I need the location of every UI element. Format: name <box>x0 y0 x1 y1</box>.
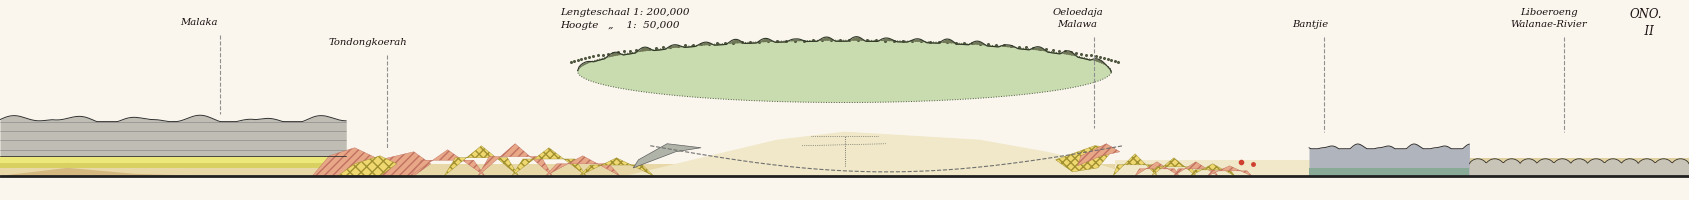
Polygon shape <box>1056 146 1115 172</box>
Polygon shape <box>1135 162 1179 176</box>
Polygon shape <box>0 24 1689 176</box>
Polygon shape <box>1152 158 1196 176</box>
Text: Oeloedaja
Malawa: Oeloedaja Malawa <box>1052 8 1103 29</box>
Polygon shape <box>1113 154 1157 176</box>
Polygon shape <box>444 146 519 176</box>
Polygon shape <box>1208 166 1252 176</box>
Polygon shape <box>363 152 431 176</box>
Polygon shape <box>0 164 355 168</box>
Polygon shape <box>478 144 552 176</box>
Polygon shape <box>1191 164 1235 176</box>
Text: Bantjie: Bantjie <box>1292 20 1329 29</box>
Polygon shape <box>546 156 620 176</box>
Polygon shape <box>312 148 380 176</box>
Polygon shape <box>512 148 586 176</box>
Polygon shape <box>1174 162 1218 176</box>
Text: ONO.
  II: ONO. II <box>1630 8 1662 38</box>
Text: Malaka: Malaka <box>179 18 218 27</box>
Polygon shape <box>0 156 355 164</box>
Text: Tondongkoerah: Tondongkoerah <box>329 38 407 47</box>
Polygon shape <box>578 41 1111 103</box>
Polygon shape <box>410 150 485 176</box>
Text: Lengteschaal 1: 200,000
Hoogte   „    1:  50,000: Lengteschaal 1: 200,000 Hoogte „ 1: 50,0… <box>561 8 689 29</box>
Polygon shape <box>1115 160 1689 176</box>
Polygon shape <box>633 144 701 168</box>
Text: Liboeroeng
Walanae-Rivier: Liboeroeng Walanae-Rivier <box>1510 8 1588 29</box>
Polygon shape <box>579 158 654 176</box>
Polygon shape <box>338 156 397 176</box>
Polygon shape <box>0 164 1689 176</box>
Polygon shape <box>1078 144 1120 166</box>
Polygon shape <box>1469 158 1689 176</box>
Polygon shape <box>0 168 203 176</box>
Polygon shape <box>625 132 1132 176</box>
